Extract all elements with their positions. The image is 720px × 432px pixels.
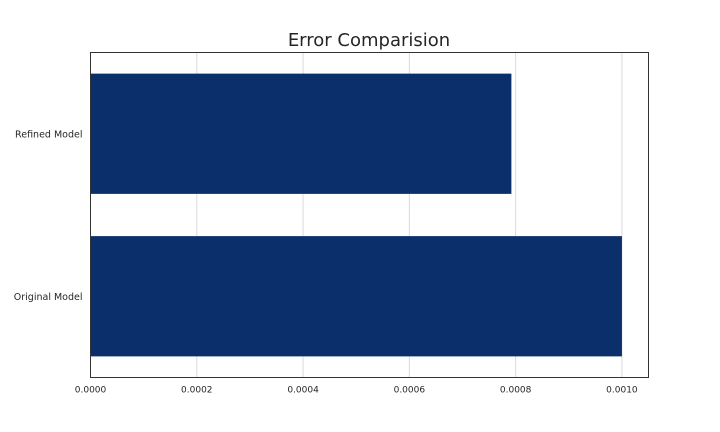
x-tick-label: 0.0008 [500,386,532,396]
x-tick-label: 0.0002 [181,386,213,396]
chart-title: Error Comparision [288,30,450,51]
x-tick-label: 0.0010 [606,386,638,396]
y-tick-labels: Original Model Refined Model [14,129,83,303]
bar-original-model [90,236,622,357]
plot-frame [90,52,649,378]
bars [90,73,622,357]
bar-refined-model [90,73,512,194]
y-tick-label: Original Model [14,292,83,303]
x-tick-labels: 0.0000 0.0002 0.0004 0.0006 0.0008 0.0010 [75,386,638,396]
x-tick-label: 0.0004 [287,386,319,396]
x-tick-label: 0.0006 [394,386,426,396]
x-tick-label: 0.0000 [75,386,107,396]
y-tick-label: Refined Model [15,129,82,140]
